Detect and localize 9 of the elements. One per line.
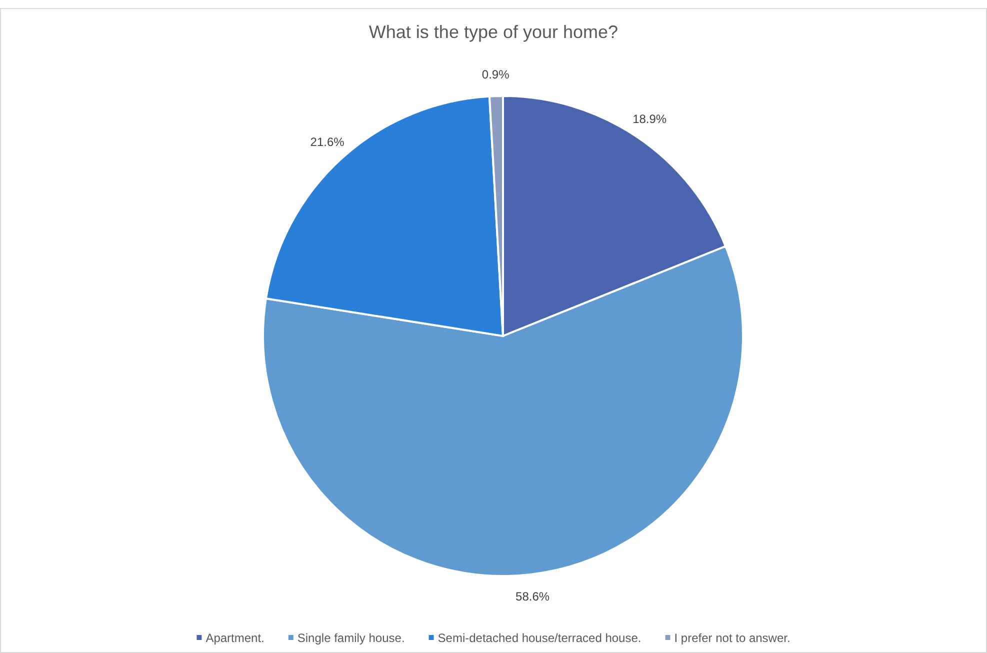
data-label: 21.6% bbox=[310, 134, 345, 149]
data-label: 18.9% bbox=[632, 112, 667, 126]
data-label: 0.9% bbox=[482, 67, 510, 82]
legend-label: Single family house. bbox=[297, 631, 405, 646]
data-label: 58.6% bbox=[516, 590, 550, 604]
legend-label: Apartment. bbox=[206, 631, 264, 646]
legend-label: Semi-detached house/terraced house. bbox=[438, 631, 642, 646]
chart-title: What is the type of your home? bbox=[368, 22, 618, 42]
legend-label: I prefer not to answer. bbox=[674, 631, 790, 646]
